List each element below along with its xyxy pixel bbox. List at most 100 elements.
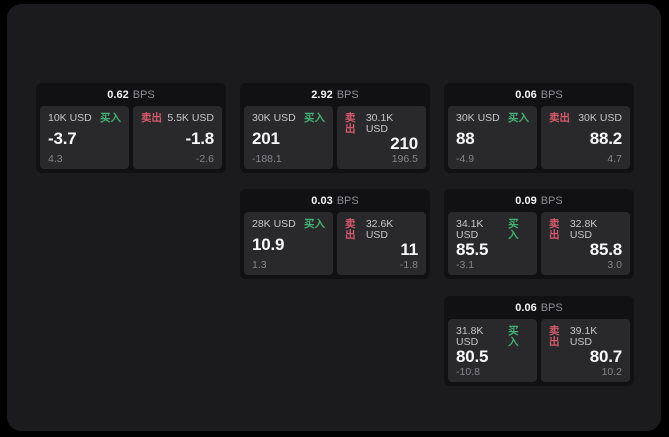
sell-price: 80.7 xyxy=(589,347,622,367)
spread-value: 0.03 xyxy=(311,194,333,207)
buy-price: 10.9 xyxy=(252,235,285,254)
quote-card: 0.06 BPS 30K USD 买入 88 -4.9 卖出 30K USD 8… xyxy=(444,83,634,173)
spread-value: 0.06 xyxy=(515,88,537,101)
sell-change: 10.2 xyxy=(601,365,622,378)
sell-quote-panel[interactable]: 卖出 32.6K USD 11 -1.8 xyxy=(337,212,426,275)
buy-side-label: 买入 xyxy=(304,218,325,230)
buy-change: -10.8 xyxy=(456,365,480,378)
quote-card-body: 31.8K USD 买入 80.5 -10.8 卖出 39.1K USD 80.… xyxy=(444,319,634,386)
sell-size-label: 32.8K USD xyxy=(569,218,598,241)
sell-size-label: 32.6K USD xyxy=(365,218,394,241)
buy-change: 4.3 xyxy=(48,152,63,165)
buy-size-label: 30K USD xyxy=(456,112,500,124)
buy-panel-top: 10K USD 买入 xyxy=(48,113,121,124)
sell-change: 3.0 xyxy=(607,258,622,271)
quote-card-body: 30K USD 买入 201 -188.1 卖出 30.1K USD 210 1… xyxy=(240,106,430,173)
buy-size-label: 31.8K USD xyxy=(456,325,484,348)
sell-panel-top: 卖出 32.6K USD xyxy=(345,219,418,240)
spread-header: 0.09 BPS xyxy=(444,189,634,212)
buy-price: 80.5 xyxy=(456,347,489,367)
sell-size-label: 5.5K USD xyxy=(167,112,214,124)
quote-card-body: 30K USD 买入 88 -4.9 卖出 30K USD 88.2 4.7 xyxy=(444,106,634,173)
buy-quote-panel[interactable]: 31.8K USD 买入 80.5 -10.8 xyxy=(448,319,537,382)
sell-panel-top: 卖出 30K USD xyxy=(549,113,622,124)
buy-side-label: 买入 xyxy=(508,325,519,348)
sell-size-label: 30K USD xyxy=(578,112,622,124)
spread-header: 0.62 BPS xyxy=(36,83,226,106)
quote-card: 0.03 BPS 28K USD 买入 10.9 1.3 卖出 32.6K US… xyxy=(240,189,430,279)
spread-unit: BPS xyxy=(540,88,563,101)
buy-size-label: 10K USD xyxy=(48,112,92,124)
sell-side-label: 卖出 xyxy=(141,112,162,124)
sell-side-label: 卖出 xyxy=(549,218,560,241)
buy-price: 201 xyxy=(252,129,280,148)
quote-card: 0.09 BPS 34.1K USD 买入 85.5 -3.1 卖出 32.8K… xyxy=(444,189,634,279)
spread-header: 0.03 BPS xyxy=(240,189,430,212)
buy-quote-panel[interactable]: 10K USD 买入 -3.7 4.3 xyxy=(40,106,129,169)
buy-size-label: 28K USD xyxy=(252,218,296,230)
buy-quote-panel[interactable]: 34.1K USD 买入 85.5 -3.1 xyxy=(448,212,537,275)
sell-quote-panel[interactable]: 卖出 30.1K USD 210 196.5 xyxy=(337,106,426,169)
quote-card: 2.92 BPS 30K USD 买入 201 -188.1 卖出 30.1K … xyxy=(240,83,430,173)
spread-header: 0.06 BPS xyxy=(444,296,634,319)
buy-change: -188.1 xyxy=(252,152,282,165)
buy-price: 88 xyxy=(456,129,475,148)
sell-change: -1.8 xyxy=(399,258,418,271)
buy-panel-top: 30K USD 买入 xyxy=(456,113,529,124)
buy-side-label: 买入 xyxy=(508,112,529,124)
buy-side-label: 买入 xyxy=(508,218,519,241)
spread-unit: BPS xyxy=(336,194,359,207)
sell-price: 88.2 xyxy=(589,129,622,148)
sell-price: -1.8 xyxy=(185,129,215,148)
buy-change: -3.1 xyxy=(456,258,475,271)
buy-panel-top: 28K USD 买入 xyxy=(252,219,325,230)
spread-unit: BPS xyxy=(336,88,359,101)
sell-quote-panel[interactable]: 卖出 5.5K USD -1.8 -2.6 xyxy=(133,106,222,169)
buy-size-label: 30K USD xyxy=(252,112,296,124)
spread-header: 2.92 BPS xyxy=(240,83,430,106)
sell-panel-top: 卖出 32.8K USD xyxy=(549,219,622,240)
buy-panel-top: 34.1K USD 买入 xyxy=(456,219,529,240)
buy-size-label: 34.1K USD xyxy=(456,218,484,241)
sell-price: 210 xyxy=(390,134,418,154)
buy-side-label: 买入 xyxy=(304,112,325,124)
spread-unit: BPS xyxy=(540,301,563,314)
quote-card: 0.06 BPS 31.8K USD 买入 80.5 -10.8 卖出 39.1… xyxy=(444,296,634,386)
buy-quote-panel[interactable]: 28K USD 买入 10.9 1.3 xyxy=(244,212,333,275)
sell-side-label: 卖出 xyxy=(345,112,356,135)
quote-card-body: 28K USD 买入 10.9 1.3 卖出 32.6K USD 11 -1.8 xyxy=(240,212,430,279)
sell-quote-panel[interactable]: 卖出 39.1K USD 80.7 10.2 xyxy=(541,319,630,382)
buy-side-label: 买入 xyxy=(100,112,121,124)
sell-change: 4.7 xyxy=(607,152,622,165)
quote-card: 0.62 BPS 10K USD 买入 -3.7 4.3 卖出 5.5K USD… xyxy=(36,83,226,173)
sell-price: 11 xyxy=(400,240,418,260)
spread-value: 0.06 xyxy=(515,301,537,314)
sell-side-label: 卖出 xyxy=(549,112,570,124)
sell-change: 196.5 xyxy=(391,152,418,165)
buy-quote-panel[interactable]: 30K USD 买入 201 -188.1 xyxy=(244,106,333,169)
buy-change: 1.3 xyxy=(252,258,267,271)
spread-value: 0.09 xyxy=(515,194,537,207)
buy-panel-top: 30K USD 买入 xyxy=(252,113,325,124)
sell-quote-panel[interactable]: 卖出 32.8K USD 85.8 3.0 xyxy=(541,212,630,275)
sell-panel-top: 卖出 30.1K USD xyxy=(345,113,418,134)
sell-side-label: 卖出 xyxy=(345,218,356,241)
quote-card-body: 34.1K USD 买入 85.5 -3.1 卖出 32.8K USD 85.8… xyxy=(444,212,634,279)
sell-size-label: 30.1K USD xyxy=(365,112,394,135)
sell-quote-panel[interactable]: 卖出 30K USD 88.2 4.7 xyxy=(541,106,630,169)
sell-panel-top: 卖出 5.5K USD xyxy=(141,113,214,124)
buy-price: -3.7 xyxy=(48,129,77,148)
buy-price: 85.5 xyxy=(456,240,489,260)
buy-panel-top: 31.8K USD 买入 xyxy=(456,326,529,347)
sell-side-label: 卖出 xyxy=(549,325,560,348)
spread-value: 2.92 xyxy=(311,88,333,101)
sell-size-label: 39.1K USD xyxy=(569,325,598,348)
sell-price: 85.8 xyxy=(589,240,622,260)
spread-value: 0.62 xyxy=(107,88,129,101)
sell-panel-top: 卖出 39.1K USD xyxy=(549,326,622,347)
buy-change: -4.9 xyxy=(456,152,475,165)
spread-header: 0.06 BPS xyxy=(444,83,634,106)
buy-quote-panel[interactable]: 30K USD 买入 88 -4.9 xyxy=(448,106,537,169)
quotes-board: 0.62 BPS 10K USD 买入 -3.7 4.3 卖出 5.5K USD… xyxy=(7,4,661,431)
